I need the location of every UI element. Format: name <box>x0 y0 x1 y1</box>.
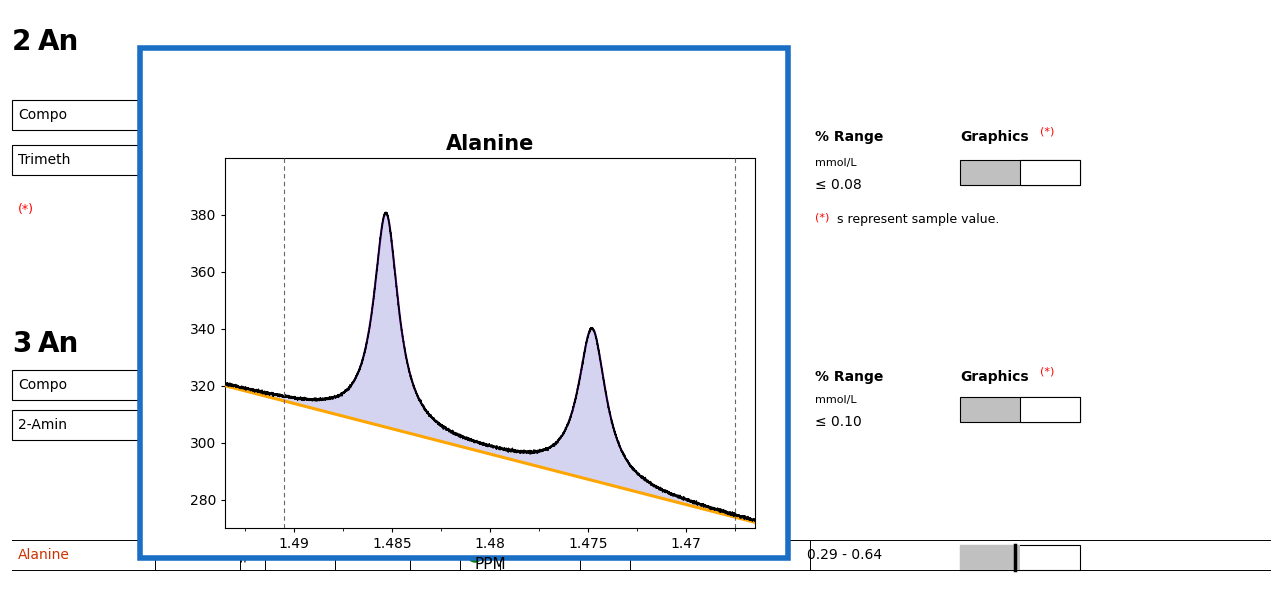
Text: % Range: % Range <box>815 370 883 384</box>
Bar <box>1020 160 1080 185</box>
Bar <box>960 545 1020 570</box>
Title: Alanine: Alanine <box>445 134 534 154</box>
Text: Alanine: Alanine <box>18 548 70 562</box>
Bar <box>1020 397 1080 422</box>
Text: (*): (*) <box>18 203 35 217</box>
Bar <box>12 410 140 440</box>
Bar <box>960 397 1080 422</box>
Text: Trimeth: Trimeth <box>18 153 70 167</box>
Text: 0.351: 0.351 <box>351 548 389 562</box>
Bar <box>140 48 788 558</box>
Text: Graphics: Graphics <box>960 130 1029 144</box>
Text: % Range: % Range <box>815 130 883 144</box>
Text: (*): (*) <box>1039 366 1055 376</box>
Text: 2: 2 <box>12 28 32 56</box>
Text: mmol/L: mmol/L <box>815 158 856 168</box>
Bar <box>960 160 1080 185</box>
Text: s represent sample value.: s represent sample value. <box>837 213 1000 226</box>
Text: 100: 100 <box>426 548 453 562</box>
Text: 2-Amin: 2-Amin <box>18 418 67 432</box>
Circle shape <box>468 548 483 562</box>
Text: 0.35: 0.35 <box>150 548 180 562</box>
Text: ≤ 0.10: ≤ 0.10 <box>815 415 861 429</box>
Text: An: An <box>38 330 79 358</box>
Text: 3: 3 <box>12 330 32 358</box>
Text: Graphics: Graphics <box>960 370 1029 384</box>
Text: An: An <box>38 28 79 56</box>
Text: (*): (*) <box>1039 126 1055 136</box>
Bar <box>12 100 140 130</box>
Text: Compo: Compo <box>18 378 67 392</box>
Text: 0.29 - 0.64: 0.29 - 0.64 <box>808 548 883 562</box>
Text: Compo: Compo <box>18 108 67 122</box>
Text: 0.010: 0.010 <box>500 548 540 562</box>
Bar <box>960 545 1080 570</box>
Text: =: = <box>669 259 681 271</box>
Bar <box>12 370 140 400</box>
Bar <box>12 145 140 175</box>
X-axis label: PPM: PPM <box>474 557 506 572</box>
Text: (*): (*) <box>815 213 829 223</box>
Text: mmol/L: mmol/L <box>815 395 856 405</box>
Bar <box>140 48 788 558</box>
Text: ||: || <box>238 548 247 562</box>
Text: ≤ 0.08: ≤ 0.08 <box>815 178 861 192</box>
Text: 0.02: 0.02 <box>284 548 315 562</box>
